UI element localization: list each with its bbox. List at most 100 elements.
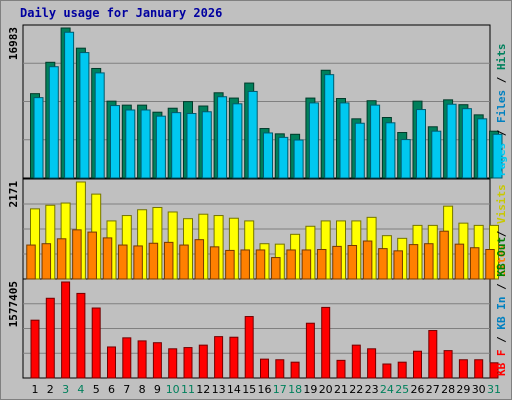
legend-entry: Visits	[495, 184, 508, 224]
sites-bar-day-8	[133, 245, 143, 280]
files-bar-day-11	[186, 113, 197, 179]
panel-1-max-label: 16983	[7, 27, 20, 60]
kb-f-bar-day-20	[321, 306, 331, 379]
legend-entry: KB F	[495, 350, 508, 377]
legend-entry: Files	[495, 90, 508, 123]
sites-bar-day-30	[469, 247, 480, 280]
sites-bar-day-4	[72, 229, 82, 280]
files-bar-day-31	[492, 133, 503, 179]
kb-f-bar-day-12	[198, 344, 208, 379]
sites-bar-day-10	[163, 241, 174, 280]
x-tick-label: 31	[487, 383, 501, 396]
files-bar-day-29	[461, 108, 472, 179]
kb-f-bar-day-19	[305, 322, 315, 379]
legend-entry: KB In	[495, 297, 508, 330]
sites-bar-day-6	[102, 237, 113, 280]
sites-bar-day-21	[332, 245, 342, 280]
kb-f-bar-day-21	[336, 359, 346, 379]
kb-f-bar-day-13	[214, 336, 224, 379]
panel-2-max-label: 2171	[7, 181, 20, 208]
kb-f-bar-day-30	[474, 359, 484, 379]
sites-bar-day-3	[56, 238, 67, 280]
sites-bar-day-9	[148, 242, 159, 280]
kb-f-bar-day-10	[168, 348, 178, 379]
x-tick-label: 17	[273, 383, 287, 396]
panel-1-legend: Pages / Files / Hits	[495, 44, 508, 177]
sites-bar-day-1	[26, 244, 36, 280]
legend-entry: /	[495, 277, 508, 297]
files-bar-day-21	[339, 102, 350, 179]
sites-bar-day-16	[255, 249, 266, 280]
kb-f-bar-day-8	[137, 340, 147, 379]
x-tick-label: 30	[472, 383, 486, 396]
kb-f-bar-day-16	[260, 358, 269, 379]
x-tick-label: 27	[426, 383, 440, 396]
files-bar-day-28	[446, 103, 457, 179]
legend-entry: Hits	[495, 44, 508, 71]
x-tick-label: 14	[227, 383, 241, 396]
sites-bar-day-20	[316, 249, 327, 280]
x-tick-label: 11	[181, 383, 195, 396]
x-tick-label: 13	[212, 383, 226, 396]
legend-entry: /	[495, 224, 508, 244]
sites-bar-day-25	[393, 250, 403, 280]
legend-entry: Sites	[495, 244, 508, 277]
kb-f-bar-day-25	[397, 361, 407, 379]
sites-bar-day-23	[362, 240, 373, 280]
x-tick-label: 18	[288, 383, 302, 396]
kb-f-bar-day-1	[30, 319, 40, 379]
legend-entry: KB Out	[495, 237, 508, 277]
files-bar-day-9	[155, 115, 166, 179]
kb-f-bar-day-15	[244, 316, 254, 379]
sites-bar-day-29	[454, 243, 465, 280]
files-bar-day-7	[125, 109, 136, 179]
legend-entry: Pages	[495, 143, 508, 176]
files-bar-day-14	[232, 103, 243, 179]
kb-f-bar-day-27	[428, 330, 438, 379]
sites-bar-day-31	[485, 249, 495, 280]
sites-bar-day-12	[194, 239, 205, 280]
sites-bar-day-24	[378, 248, 388, 280]
legend-entry: /	[495, 123, 508, 143]
sites-bar-day-7	[118, 244, 128, 280]
files-bar-day-18	[293, 139, 304, 179]
kb-f-bar-day-22	[351, 344, 361, 379]
x-tick-label: 20	[319, 383, 333, 396]
x-tick-label: 3	[62, 383, 69, 396]
kb-f-bar-day-14	[229, 336, 239, 379]
files-bar-day-26	[416, 109, 426, 179]
x-tick-label: 8	[139, 383, 146, 396]
sites-bar-day-28	[439, 230, 449, 280]
x-tick-label: 23	[365, 383, 379, 396]
x-tick-label: 4	[77, 383, 84, 396]
sites-bar-day-18	[286, 249, 296, 280]
kb-f-bar-day-5	[91, 307, 101, 379]
files-bar-day-25	[400, 139, 411, 179]
files-bar-day-15	[247, 90, 258, 179]
panel-2-legend: Sites / Visits	[495, 184, 508, 277]
files-bar-day-24	[385, 122, 396, 179]
x-tick-label: 12	[196, 383, 210, 396]
x-tick-label: 24	[380, 383, 394, 396]
legend-entry: /	[495, 330, 508, 350]
x-tick-label: 10	[166, 383, 180, 396]
x-tick-label: 28	[441, 383, 455, 396]
kb-f-bar-day-6	[107, 346, 116, 379]
files-bar-day-19	[308, 102, 319, 179]
x-tick-label: 9	[154, 383, 161, 396]
kb-f-bar-day-2	[45, 297, 55, 379]
sites-bar-day-27	[424, 243, 434, 280]
x-tick-label: 19	[303, 383, 317, 396]
x-tick-label: 25	[395, 383, 409, 396]
panel-3-legend: KB F / KB In / KB Out	[495, 237, 508, 376]
sites-bar-day-14	[225, 249, 235, 280]
sites-bar-day-13	[209, 246, 220, 280]
files-bar-day-30	[477, 118, 488, 179]
x-tick-label: 22	[349, 383, 363, 396]
files-bar-day-13	[217, 96, 228, 179]
kb-f-bar-day-11	[183, 347, 193, 379]
files-bar-day-16	[263, 132, 273, 179]
kb-f-bar-day-31	[489, 362, 499, 379]
files-bar-day-5	[94, 72, 105, 179]
